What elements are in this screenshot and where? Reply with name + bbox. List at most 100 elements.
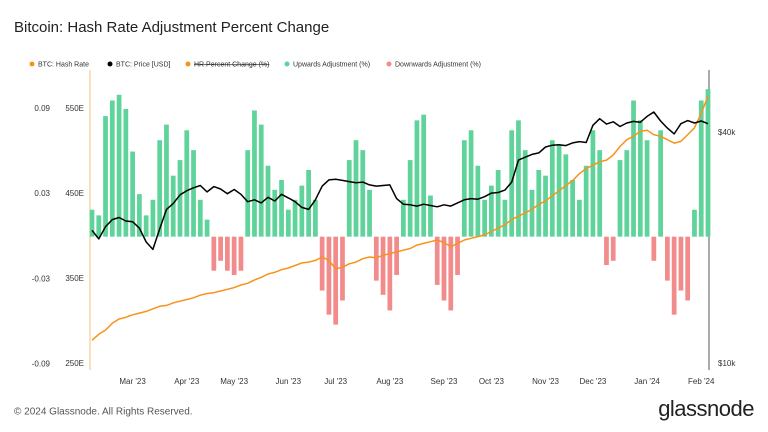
bar xyxy=(631,100,636,237)
bar xyxy=(225,236,230,271)
y2ticks-tick-label: 550E xyxy=(65,104,84,113)
bar xyxy=(509,130,515,237)
yticks-tick-label: -0.03 xyxy=(32,274,51,283)
yticks-tick-label: 0.09 xyxy=(34,104,50,113)
y3ticks-tick-label: $40k xyxy=(718,128,736,137)
bar xyxy=(279,179,284,237)
bar xyxy=(495,170,501,237)
bar xyxy=(197,199,203,237)
bar xyxy=(137,194,142,237)
bar xyxy=(373,236,379,281)
bar xyxy=(177,160,183,237)
x-tick-label: Dec '23 xyxy=(579,377,606,386)
bar xyxy=(380,236,386,295)
bar xyxy=(536,170,542,237)
bar xyxy=(211,236,217,271)
bar xyxy=(143,215,149,237)
bar xyxy=(96,215,102,237)
bar xyxy=(522,150,528,237)
x-tick-label: Sep '23 xyxy=(431,377,458,386)
bar xyxy=(103,116,108,237)
x-tick-label: Jan '24 xyxy=(634,377,660,386)
bar xyxy=(577,199,582,237)
bar xyxy=(367,189,372,237)
bar xyxy=(665,236,670,281)
bar xyxy=(658,130,663,237)
bar xyxy=(285,209,291,237)
bar xyxy=(455,236,460,275)
bar xyxy=(346,160,352,237)
bar xyxy=(353,140,359,237)
bar xyxy=(516,120,521,237)
bar xyxy=(184,130,190,237)
bar xyxy=(475,165,481,237)
bar xyxy=(401,199,406,237)
legend-label: HR Percent Change (%) xyxy=(194,61,269,68)
bar xyxy=(218,236,223,261)
bar xyxy=(692,209,697,237)
bar xyxy=(89,209,95,237)
bar xyxy=(204,219,210,237)
bar xyxy=(597,150,603,237)
bar xyxy=(231,236,237,275)
x-tick-label: May '23 xyxy=(220,377,248,386)
x-tick-label: Feb '24 xyxy=(688,377,715,386)
bar xyxy=(394,236,399,275)
legend-marker xyxy=(386,61,392,67)
bar xyxy=(489,185,494,237)
bar xyxy=(319,236,325,291)
brand-logo: glassnode xyxy=(658,396,754,421)
bar xyxy=(428,195,433,237)
bar xyxy=(414,120,420,237)
bar xyxy=(333,236,339,325)
bar xyxy=(272,189,278,237)
bar xyxy=(482,199,487,237)
bar xyxy=(360,150,366,237)
bar xyxy=(170,175,176,237)
bar xyxy=(543,175,548,237)
bar xyxy=(610,236,616,261)
bar xyxy=(705,89,711,237)
bar xyxy=(698,100,704,237)
bar xyxy=(590,130,596,237)
y2ticks-tick-label: 350E xyxy=(65,274,84,283)
x-tick-label: Mar '23 xyxy=(119,377,146,386)
bar xyxy=(164,124,169,237)
x-tick-label: Jun '23 xyxy=(276,377,302,386)
bar xyxy=(123,109,129,237)
bar xyxy=(116,94,122,237)
legend-label: BTC: Hash Rate xyxy=(38,61,89,68)
bar xyxy=(468,130,474,237)
bar xyxy=(238,236,244,271)
x-tick-label: Jul '23 xyxy=(324,377,347,386)
chart-title: Bitcoin: Hash Rate Adjustment Percent Ch… xyxy=(14,19,329,36)
legend-label: Upwards Adjustment (%) xyxy=(293,61,370,68)
bar xyxy=(387,236,393,311)
bar xyxy=(448,236,454,311)
legend-label: BTC: Price [USD] xyxy=(116,61,171,68)
bar xyxy=(407,160,413,237)
bar xyxy=(637,120,643,237)
bar xyxy=(306,170,311,237)
legend-marker xyxy=(284,61,290,67)
bar xyxy=(157,140,163,237)
line xyxy=(91,111,709,251)
bar xyxy=(583,165,589,237)
bar xyxy=(265,165,271,237)
x-tick-label: Nov '23 xyxy=(532,377,559,386)
bar xyxy=(563,154,569,237)
y2ticks-tick-label: 450E xyxy=(65,189,84,198)
footer: © 2024 Glassnode. All Rights Reserved. xyxy=(14,407,193,418)
bar xyxy=(461,140,467,237)
bar xyxy=(252,110,257,237)
line xyxy=(91,96,709,341)
bar xyxy=(617,160,623,237)
bar xyxy=(299,185,305,237)
legend-label: Downwards Adjustment (%) xyxy=(395,61,481,68)
legend-marker xyxy=(185,61,191,67)
bar xyxy=(604,236,609,266)
y2ticks-tick-label: 250E xyxy=(65,359,84,368)
bar xyxy=(671,236,677,315)
